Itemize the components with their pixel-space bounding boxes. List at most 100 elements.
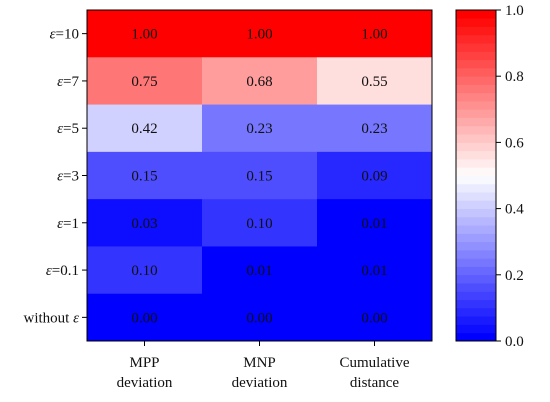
cell-value-label: 0.10 (246, 216, 272, 232)
colorbar-segment (456, 67, 496, 77)
colorbar-frame (455, 9, 497, 342)
colorbar-segment (456, 84, 496, 94)
heatmap-cell (317, 57, 433, 106)
colorbar-segment (456, 18, 496, 27)
colorbar-tick-label: 1.0 (505, 3, 524, 19)
colorbar-segment (456, 59, 496, 69)
heatmap-cell (202, 246, 318, 295)
x-tick-label: MPP deviation (117, 355, 173, 391)
cell-value-label: 0.00 (131, 310, 157, 326)
heatmap-cell (87, 246, 203, 295)
y-tick-label: ε=5 (57, 121, 79, 137)
heatmap-cells (86, 9, 433, 342)
heatmap-cell (317, 104, 433, 153)
heatmap-cell (202, 293, 318, 342)
colorbar-tick-label: 0.2 (505, 268, 524, 284)
heatmap-cell (317, 10, 433, 58)
x-axis: MPP deviation MNP deviation Cumulative distan… (117, 341, 410, 391)
colorbar-segment (456, 291, 496, 301)
heatmap-cell (317, 246, 433, 295)
colorbar-segment (456, 92, 496, 102)
y-tick-label: ε=7 (57, 74, 79, 90)
colorbar-segment (456, 216, 496, 226)
heatmap-cell (317, 151, 433, 200)
colorbar-segment (456, 192, 496, 201)
heatmap-cell (317, 293, 433, 342)
colorbar-segment (456, 134, 496, 143)
heatmap-cell (202, 104, 318, 153)
y-axis: ε=10 ε=7 ε=5 ε=3 ε=1 ε=0.1 without ε (23, 27, 87, 326)
colorbar: 0.0 0.2 0.4 0.6 0.8 1.0 (455, 3, 524, 350)
cell-value-label: 0.00 (246, 310, 272, 326)
colorbar-segment (456, 43, 496, 52)
colorbar-segment (456, 200, 496, 209)
cell-value-label: 0.15 (246, 169, 272, 185)
colorbar-tick-label: 0.6 (505, 135, 524, 151)
colorbar-segment (456, 150, 496, 160)
colorbar-tick-label: 0.8 (505, 69, 524, 85)
colorbar-segment (456, 307, 496, 317)
heatmap-cell (87, 104, 203, 153)
colorbar-segment (456, 266, 496, 276)
colorbar-segment (456, 249, 496, 259)
cell-value-label: 0.75 (131, 74, 157, 90)
heatmap-cell (87, 199, 203, 247)
heatmap-cell (87, 10, 203, 58)
cell-value-label: 0.03 (131, 216, 157, 232)
colorbar-segment (456, 332, 496, 342)
heatmap-cell (202, 151, 318, 200)
colorbar-segment (456, 101, 496, 110)
y-tick-label: ε=0.1 (46, 263, 79, 279)
colorbar-segment (456, 324, 496, 334)
cell-value-label: 0.01 (361, 263, 387, 279)
colorbar-segment (456, 26, 496, 36)
cell-value-label: 0.09 (361, 169, 387, 185)
heatmap-cell (202, 57, 318, 106)
colorbar-segment (456, 10, 496, 19)
colorbar-segment (456, 258, 496, 267)
colorbar-segment (456, 316, 496, 325)
cell-value-label: 0.10 (131, 263, 157, 279)
colorbar-segment (456, 167, 496, 176)
cell-value-label: 1.00 (361, 27, 387, 43)
colorbar-segment (456, 125, 496, 135)
colorbar-segment (456, 208, 496, 218)
colorbar-segment (456, 299, 496, 309)
cell-value-label: 0.15 (131, 169, 157, 185)
colorbar-segment (456, 109, 496, 118)
colorbar-segment (456, 51, 496, 61)
colorbar-segment (456, 274, 496, 284)
x-tick-label: MNP deviation (232, 355, 288, 391)
colorbar-segment (456, 34, 496, 44)
heatmap-cell (202, 199, 318, 247)
cell-value-label: 1.00 (131, 27, 157, 43)
colorbar-segment (456, 158, 496, 168)
colorbar-tick-label: 0.4 (505, 202, 524, 218)
colorbar-segment (456, 183, 496, 193)
cell-value-label: 0.68 (246, 74, 272, 90)
heatmap-cell (317, 199, 433, 247)
colorbar-segment (456, 233, 496, 243)
cell-value-label: 0.01 (246, 263, 272, 279)
y-tick-label: ε=3 (57, 169, 79, 185)
heatmap-cell (87, 151, 203, 200)
heatmap-cell (87, 57, 203, 106)
colorbar-segment (456, 76, 496, 85)
colorbar-segment (456, 117, 496, 127)
x-tick-label: Cumulative distance (340, 355, 410, 391)
cell-value-label: 0.23 (246, 121, 272, 137)
cell-value-label: 0.01 (361, 216, 387, 232)
colorbar-segment (456, 175, 496, 185)
heatmap-cell (202, 10, 318, 58)
colorbar-segment (456, 241, 496, 251)
y-tick-label: ε=10 (50, 27, 79, 43)
colorbar-segment (456, 225, 496, 234)
colorbar-segment (456, 142, 496, 152)
heatmap-cell (87, 293, 203, 342)
colorbar-tick-label: 0.0 (505, 334, 524, 350)
cell-value-label: 0.42 (131, 121, 157, 137)
cell-value-label: 0.55 (361, 74, 387, 90)
cell-value-label: 0.23 (361, 121, 387, 137)
cell-value-label: 0.00 (361, 310, 387, 326)
